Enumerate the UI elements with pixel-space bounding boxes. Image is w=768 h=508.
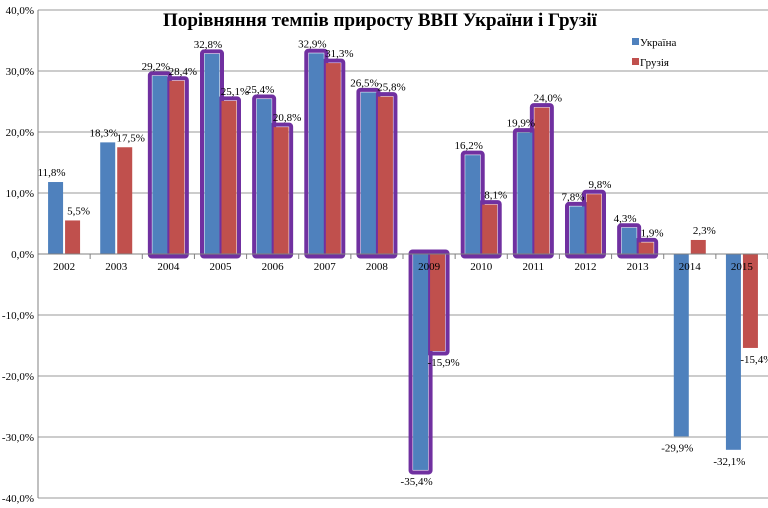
data-labels: 11,8%5,5%18,3%17,5%29,2%28,4%32,8%25,1%2… xyxy=(38,38,768,488)
bar-georgia xyxy=(742,254,758,348)
x-tick-label: 2012 xyxy=(575,261,597,273)
data-label: 1,9% xyxy=(641,227,664,239)
bar-georgia xyxy=(430,254,446,351)
data-label: 25,1% xyxy=(221,86,249,98)
data-label: 5,5% xyxy=(67,205,90,217)
y-tick-label: -40,0% xyxy=(2,493,34,505)
data-label: 32,9% xyxy=(298,38,326,50)
x-tick-label: 2010 xyxy=(470,261,493,273)
bar-ukraine xyxy=(308,53,324,255)
y-tick-label: -10,0% xyxy=(2,310,34,322)
x-tick-label: 2006 xyxy=(262,261,285,273)
x-tick-label: 2003 xyxy=(105,261,128,273)
data-label: -15,4% xyxy=(740,354,768,366)
legend-entry: Грузія xyxy=(640,57,669,69)
y-axis: -40,0% -30,0% -20,0% -10,0% 0,0% 10,0% 20,0% 30… xyxy=(2,5,39,505)
x-tick-label: 2004 xyxy=(157,261,180,273)
bar-georgia xyxy=(117,147,133,254)
bar-ukraine xyxy=(413,254,429,470)
y-tick-label: -30,0% xyxy=(2,432,34,444)
bar-ukraine xyxy=(569,206,585,254)
y-tick-label: 40,0% xyxy=(6,5,34,17)
bar-georgia xyxy=(221,100,237,254)
data-label: 9,8% xyxy=(589,179,612,191)
bar-georgia xyxy=(482,204,498,254)
legend: Україна Грузія xyxy=(632,37,676,69)
legend-swatch xyxy=(632,58,639,65)
x-tick-label: 2009 xyxy=(418,261,441,273)
x-tick-label: 2002 xyxy=(53,261,75,273)
data-label: 19,9% xyxy=(507,118,535,130)
x-tick-label: 2005 xyxy=(210,261,233,273)
data-label: 24,0% xyxy=(534,93,562,105)
x-axis: 2002 2003 2004 2005 2006 2007 2008 2009 2010 2011… xyxy=(53,254,768,273)
x-tick-label: 2014 xyxy=(679,261,702,273)
y-tick-label: 30,0% xyxy=(6,66,34,78)
bar-ukraine xyxy=(517,132,533,254)
x-tick-label: 2013 xyxy=(627,261,650,273)
bars xyxy=(48,53,758,470)
highlight-outline xyxy=(408,249,433,475)
data-label: 17,5% xyxy=(117,132,145,144)
x-tick-label: 2008 xyxy=(366,261,389,273)
data-label: 4,3% xyxy=(614,213,637,225)
data-label: 2,3% xyxy=(693,225,716,237)
bar-georgia xyxy=(534,107,550,254)
data-label: 11,8% xyxy=(38,167,66,179)
chart-title: Порівняння темпів приросту ВВП України і… xyxy=(163,10,598,31)
data-label: 8,1% xyxy=(484,190,507,202)
bar-ukraine xyxy=(360,92,376,254)
bar-ukraine xyxy=(204,53,220,254)
bar-georgia xyxy=(586,194,602,254)
data-label: 7,8% xyxy=(562,191,585,203)
data-label: 16,2% xyxy=(455,140,483,152)
data-label: 18,3% xyxy=(90,127,118,139)
bar-ukraine xyxy=(673,254,689,437)
bar-ukraine xyxy=(48,182,64,254)
legend-entry: Україна xyxy=(640,37,676,49)
data-label: 25,4% xyxy=(246,84,274,96)
y-tick-label: -20,0% xyxy=(2,371,34,383)
data-label: -32,1% xyxy=(713,456,745,468)
data-label: 20,8% xyxy=(273,112,301,124)
data-label: 25,8% xyxy=(377,82,405,94)
data-label: -15,9% xyxy=(428,357,460,369)
bar-ukraine xyxy=(100,142,116,254)
y-tick-label: 20,0% xyxy=(6,127,34,139)
data-label: -29,9% xyxy=(661,442,693,454)
x-tick-label: 2015 xyxy=(731,261,754,273)
data-label: 26,5% xyxy=(350,77,378,89)
bar-ukraine xyxy=(152,75,168,254)
data-label: 31,3% xyxy=(325,48,353,60)
legend-swatch xyxy=(632,38,639,45)
bar-georgia xyxy=(169,80,185,254)
bar-georgia xyxy=(325,63,341,254)
x-tick-label: 2011 xyxy=(523,261,545,273)
bar-georgia xyxy=(377,96,393,255)
bar-ukraine xyxy=(725,254,741,450)
y-tick-label: 0,0% xyxy=(11,249,34,261)
x-tick-label: 2007 xyxy=(314,261,337,273)
bar-ukraine xyxy=(465,155,481,254)
data-label: 28,4% xyxy=(169,66,197,78)
bar-georgia xyxy=(65,220,81,254)
data-label: -35,4% xyxy=(401,476,433,488)
y-tick-label: 10,0% xyxy=(6,188,34,200)
data-label: 32,8% xyxy=(194,39,222,51)
bar-georgia xyxy=(273,127,289,254)
bar-ukraine xyxy=(621,227,637,254)
bar-ukraine xyxy=(256,99,272,254)
bar-georgia xyxy=(638,242,654,254)
bar-georgia xyxy=(690,239,706,254)
data-label: 29,2% xyxy=(142,61,170,73)
